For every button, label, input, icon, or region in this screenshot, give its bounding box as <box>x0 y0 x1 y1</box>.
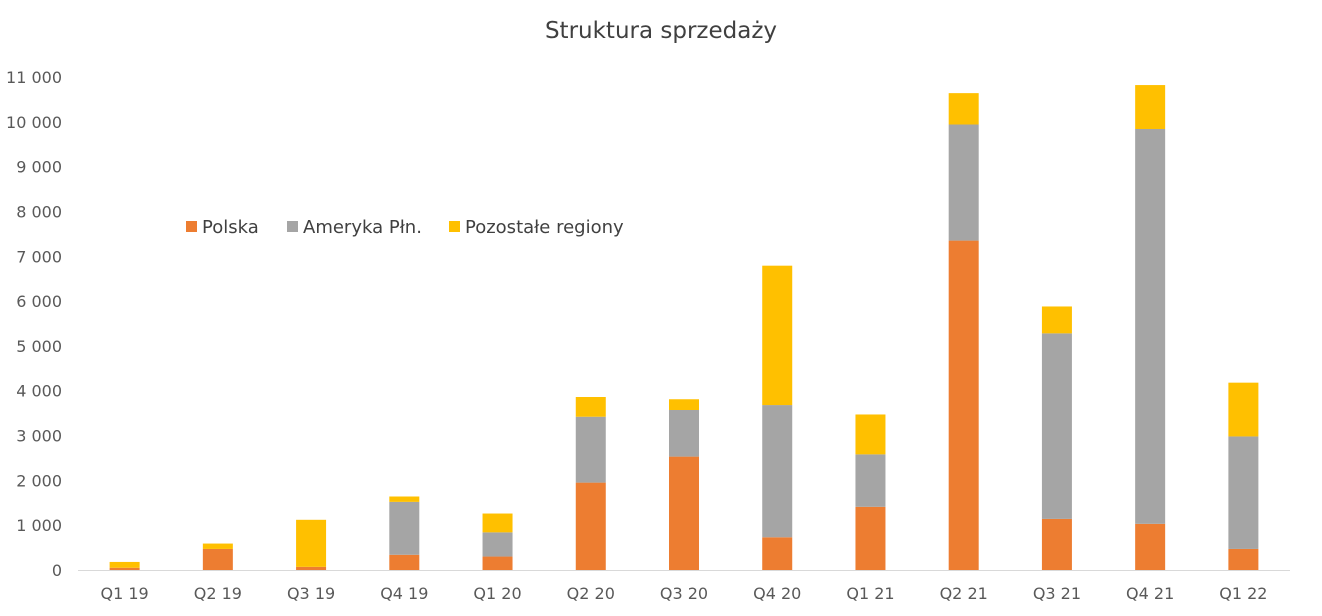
bar-segment <box>1041 518 1072 570</box>
x-tick-label: Q3 21 <box>1033 584 1081 603</box>
bar-segment <box>389 501 420 555</box>
bar-segment <box>575 416 606 483</box>
bar-segment <box>1041 306 1072 334</box>
bar-segment <box>1135 523 1166 570</box>
bar-segment <box>855 454 886 507</box>
bar-segment <box>855 414 886 455</box>
x-tick-label: Q2 20 <box>567 584 615 603</box>
bar-segment <box>575 482 606 570</box>
legend: Polska Ameryka Płn. Pozostałe regiony <box>186 217 624 238</box>
bar-segment <box>669 409 699 457</box>
legend-label: Ameryka Płn. <box>303 217 422 238</box>
legend-swatch <box>186 221 197 232</box>
x-tick-label: Q2 19 <box>194 584 242 603</box>
bar-series <box>109 85 1259 570</box>
bar-segment <box>948 93 979 125</box>
y-tick-label: 11 000 <box>6 68 62 87</box>
bar-segment <box>202 543 233 549</box>
bar-segment <box>482 532 513 557</box>
x-tick-label: Q1 19 <box>101 584 149 603</box>
chart-title: Struktura sprzedaży <box>544 18 778 44</box>
x-tick-label: Q4 19 <box>380 584 428 603</box>
bar-segment <box>109 561 140 568</box>
legend-label: Pozostałe regiony <box>465 217 624 238</box>
x-tick-label: Q2 21 <box>940 584 988 603</box>
bar-segment <box>1135 85 1166 129</box>
bar-segment <box>575 397 606 417</box>
bar-segment <box>1135 128 1166 524</box>
bar-segment <box>389 554 420 570</box>
y-tick-label: 0 <box>52 561 62 580</box>
bar-segment <box>202 548 233 570</box>
y-tick-label: 9 000 <box>16 158 62 177</box>
bar-segment <box>482 513 513 533</box>
y-tick-label: 5 000 <box>16 337 62 356</box>
y-tick-label: 6 000 <box>16 292 62 311</box>
x-tick-label: Q1 20 <box>473 584 521 603</box>
bar-segment <box>762 265 793 406</box>
bar-segment <box>1228 436 1259 549</box>
bar-segment <box>109 567 140 570</box>
bar-segment <box>948 240 979 570</box>
x-tick-label: Q4 21 <box>1126 584 1174 603</box>
y-tick-label: 7 000 <box>16 247 62 266</box>
y-tick-label: 1 000 <box>16 516 62 535</box>
bar-segment <box>482 556 513 570</box>
y-axis-tick-labels: 0 1 000 2 000 3 000 4 000 5 000 6 000 7 000 8 00… <box>6 68 62 580</box>
legend-swatch <box>287 221 298 232</box>
x-tick-label: Q3 20 <box>660 584 708 603</box>
bar-segment <box>855 506 886 570</box>
x-tick-label: Q1 22 <box>1219 584 1267 603</box>
bar-segment <box>1228 548 1259 570</box>
legend-label: Polska <box>202 217 259 238</box>
bar-segment <box>1228 382 1259 437</box>
bar-segment <box>948 124 979 241</box>
x-tick-label: Q4 20 <box>753 584 801 603</box>
y-tick-label: 8 000 <box>16 202 62 221</box>
x-tick-label: Q1 21 <box>846 584 894 603</box>
y-tick-label: 3 000 <box>16 427 62 446</box>
x-axis-tick-labels: Q1 19 Q2 19 Q3 19 Q4 19 Q1 20 Q2 20 Q3 20 Q4 20… <box>101 584 1268 603</box>
bar-segment <box>669 399 699 410</box>
y-tick-label: 10 000 <box>6 113 62 132</box>
y-tick-label: 2 000 <box>16 471 62 490</box>
y-tick-label: 4 000 <box>16 382 62 401</box>
bar-segment <box>296 519 327 567</box>
x-tick-label: Q3 19 <box>287 584 335 603</box>
legend-swatch <box>449 221 460 232</box>
bar-segment <box>762 537 793 570</box>
bar-segment <box>669 456 699 570</box>
bar-segment <box>389 496 420 502</box>
bar-segment <box>296 566 327 570</box>
bar-segment <box>1041 333 1072 519</box>
bar-segment <box>762 405 793 538</box>
